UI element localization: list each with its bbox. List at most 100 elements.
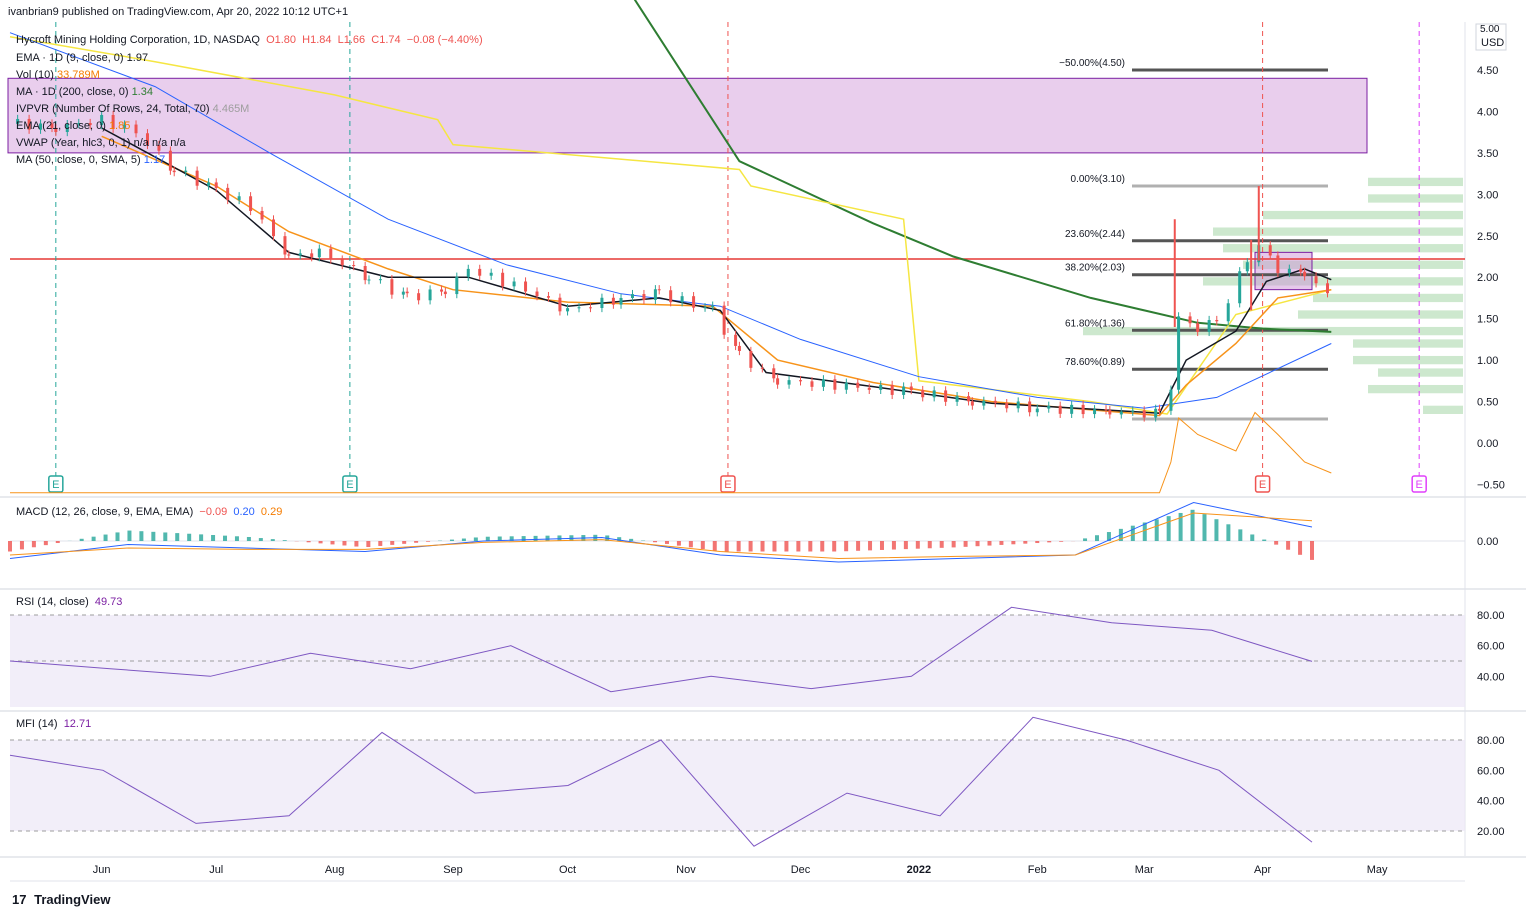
fib-level-label: 61.80%(1.36) (1065, 318, 1125, 329)
time-axis-tick: Dec (791, 864, 811, 876)
macd-histogram-bar (151, 531, 156, 541)
legend-volume-name: Vol (10) (16, 69, 54, 81)
candle-body (1169, 389, 1173, 411)
macd-histogram-bar (175, 533, 180, 541)
macd-histogram-bar (1035, 541, 1040, 544)
legend-ema9-name: EMA · 1D (9, close, 0) (16, 52, 124, 64)
macd-histogram-bar (426, 541, 431, 542)
legend-mfi[interactable]: MFI (14) 12.71 (16, 718, 91, 730)
macd-histogram-bar (975, 541, 980, 547)
legend-vwap-name: VWAP (Year, hlc3, 0, 1) (16, 137, 131, 149)
macd-histogram-bar (1142, 522, 1147, 541)
candle-body (524, 281, 528, 292)
candle-body (1287, 268, 1291, 273)
candle-body (466, 268, 470, 277)
macd-histogram-bar (55, 541, 60, 544)
candle-body (909, 386, 913, 391)
candle-body (317, 248, 321, 258)
macd-histogram-bar (891, 541, 896, 550)
mfi-axis-tick: 40.00 (1477, 796, 1505, 808)
macd-histogram-bar (1226, 524, 1231, 541)
candle-body (1093, 409, 1097, 415)
legend-rsi-name: RSI (14, close) (16, 596, 89, 608)
candle-body (417, 293, 421, 301)
time-axis-tick: Sep (443, 864, 463, 876)
macd-histogram-bar (533, 535, 538, 541)
candle-body (680, 296, 684, 303)
legend-macd[interactable]: MACD (12, 26, close, 9, EMA, EMA) −0.09 … (16, 506, 282, 518)
candle-body (260, 210, 264, 220)
symbol-legend[interactable]: Hycroft Mining Holding Corporation, 1D, … (16, 34, 483, 46)
legend-ema21-value: 1.85 (108, 120, 131, 132)
legend-ma200[interactable]: MA · 1D (200, close, 0) 1.34 (16, 86, 153, 98)
candle-body (489, 272, 493, 276)
macd-axis-tick: 0.00 (1477, 536, 1498, 548)
legend-ivpvr[interactable]: IVPVR (Number Of Rows, 24, Total, 70) 4.… (16, 103, 249, 115)
macd-histogram-bar (999, 541, 1004, 545)
legend-ma50[interactable]: MA (50, close, 0, SMA, 5) 1.17 (16, 154, 165, 166)
macd-histogram-bar (1202, 514, 1207, 541)
tradingview-footer[interactable]: 17 TradingView (12, 892, 110, 907)
macd-histogram-bar (545, 535, 550, 541)
fib-level-label: 78.60%(0.89) (1065, 357, 1125, 368)
macd-histogram-bar (43, 541, 48, 546)
macd-histogram-bar (246, 536, 251, 541)
macd-histogram-bar (485, 536, 490, 541)
legend-ma50-name: MA (50, close, 0, SMA, 5) (16, 154, 141, 166)
candle-body (272, 219, 276, 237)
macd-histogram-bar (700, 541, 705, 550)
candle-body (711, 305, 715, 308)
candle-body (1016, 401, 1020, 409)
rsi-axis-tick: 80.00 (1477, 610, 1505, 622)
legend-ema9[interactable]: EMA · 1D (9, close, 0) 1.97 (16, 52, 148, 64)
candle-body (970, 401, 974, 406)
legend-volume[interactable]: Vol (10) 33.789M (16, 69, 100, 81)
macd-histogram-bar (844, 541, 849, 552)
volume-profile-bar (1423, 405, 1463, 414)
macd-histogram-bar (1154, 519, 1159, 541)
candle-body (440, 289, 444, 292)
candle-body (692, 296, 696, 308)
time-axis-tick: May (1367, 864, 1388, 876)
change-value: −0.08 (−4.40%) (406, 34, 483, 46)
volume-profile-bar (1368, 194, 1463, 203)
candle-body (722, 305, 726, 335)
earnings-marker (342, 475, 358, 493)
candle-body (1005, 403, 1009, 409)
candle-body (588, 307, 592, 309)
candle-body (993, 400, 997, 404)
legend-macd-line: 0.20 (233, 506, 255, 518)
candle-body (867, 387, 871, 390)
legend-vwap[interactable]: VWAP (Year, hlc3, 0, 1) n/a n/a n/a (16, 137, 186, 149)
time-axis-tick: 2022 (907, 864, 931, 876)
candle-body (207, 182, 211, 186)
candle-body (932, 390, 936, 398)
legend-rsi-value: 49.73 (94, 596, 123, 608)
open-value: O1.80 (266, 34, 297, 46)
macd-histogram-bar (414, 541, 419, 543)
macd-histogram-bar (163, 532, 168, 541)
legend-rsi[interactable]: RSI (14, close) 49.73 (16, 596, 122, 608)
macd-histogram-bar (856, 541, 861, 551)
macd-histogram-bar (270, 539, 275, 541)
macd-histogram-bar (1214, 519, 1219, 541)
candle-body (1157, 408, 1161, 411)
macd-histogram-bar (330, 541, 335, 545)
macd-histogram-bar (1130, 525, 1135, 541)
volume-profile-bar (1368, 177, 1463, 187)
candle-body (1245, 262, 1249, 272)
symbol-name: Hycroft Mining Holding Corporation, 1D, … (16, 34, 260, 46)
macd-histogram-bar (306, 541, 311, 543)
candle-body (16, 118, 20, 124)
candle-body (844, 382, 848, 390)
candle-body (1119, 411, 1123, 415)
macd-histogram-bar (772, 541, 777, 552)
macd-histogram-bar (115, 532, 120, 541)
high-value: H1.84 (302, 34, 332, 46)
legend-ema21[interactable]: EMA (21, close, 0) 1.85 (16, 120, 130, 132)
candle-body (367, 279, 371, 281)
macd-histogram-bar (390, 541, 395, 545)
macd-histogram-bar (354, 541, 359, 547)
